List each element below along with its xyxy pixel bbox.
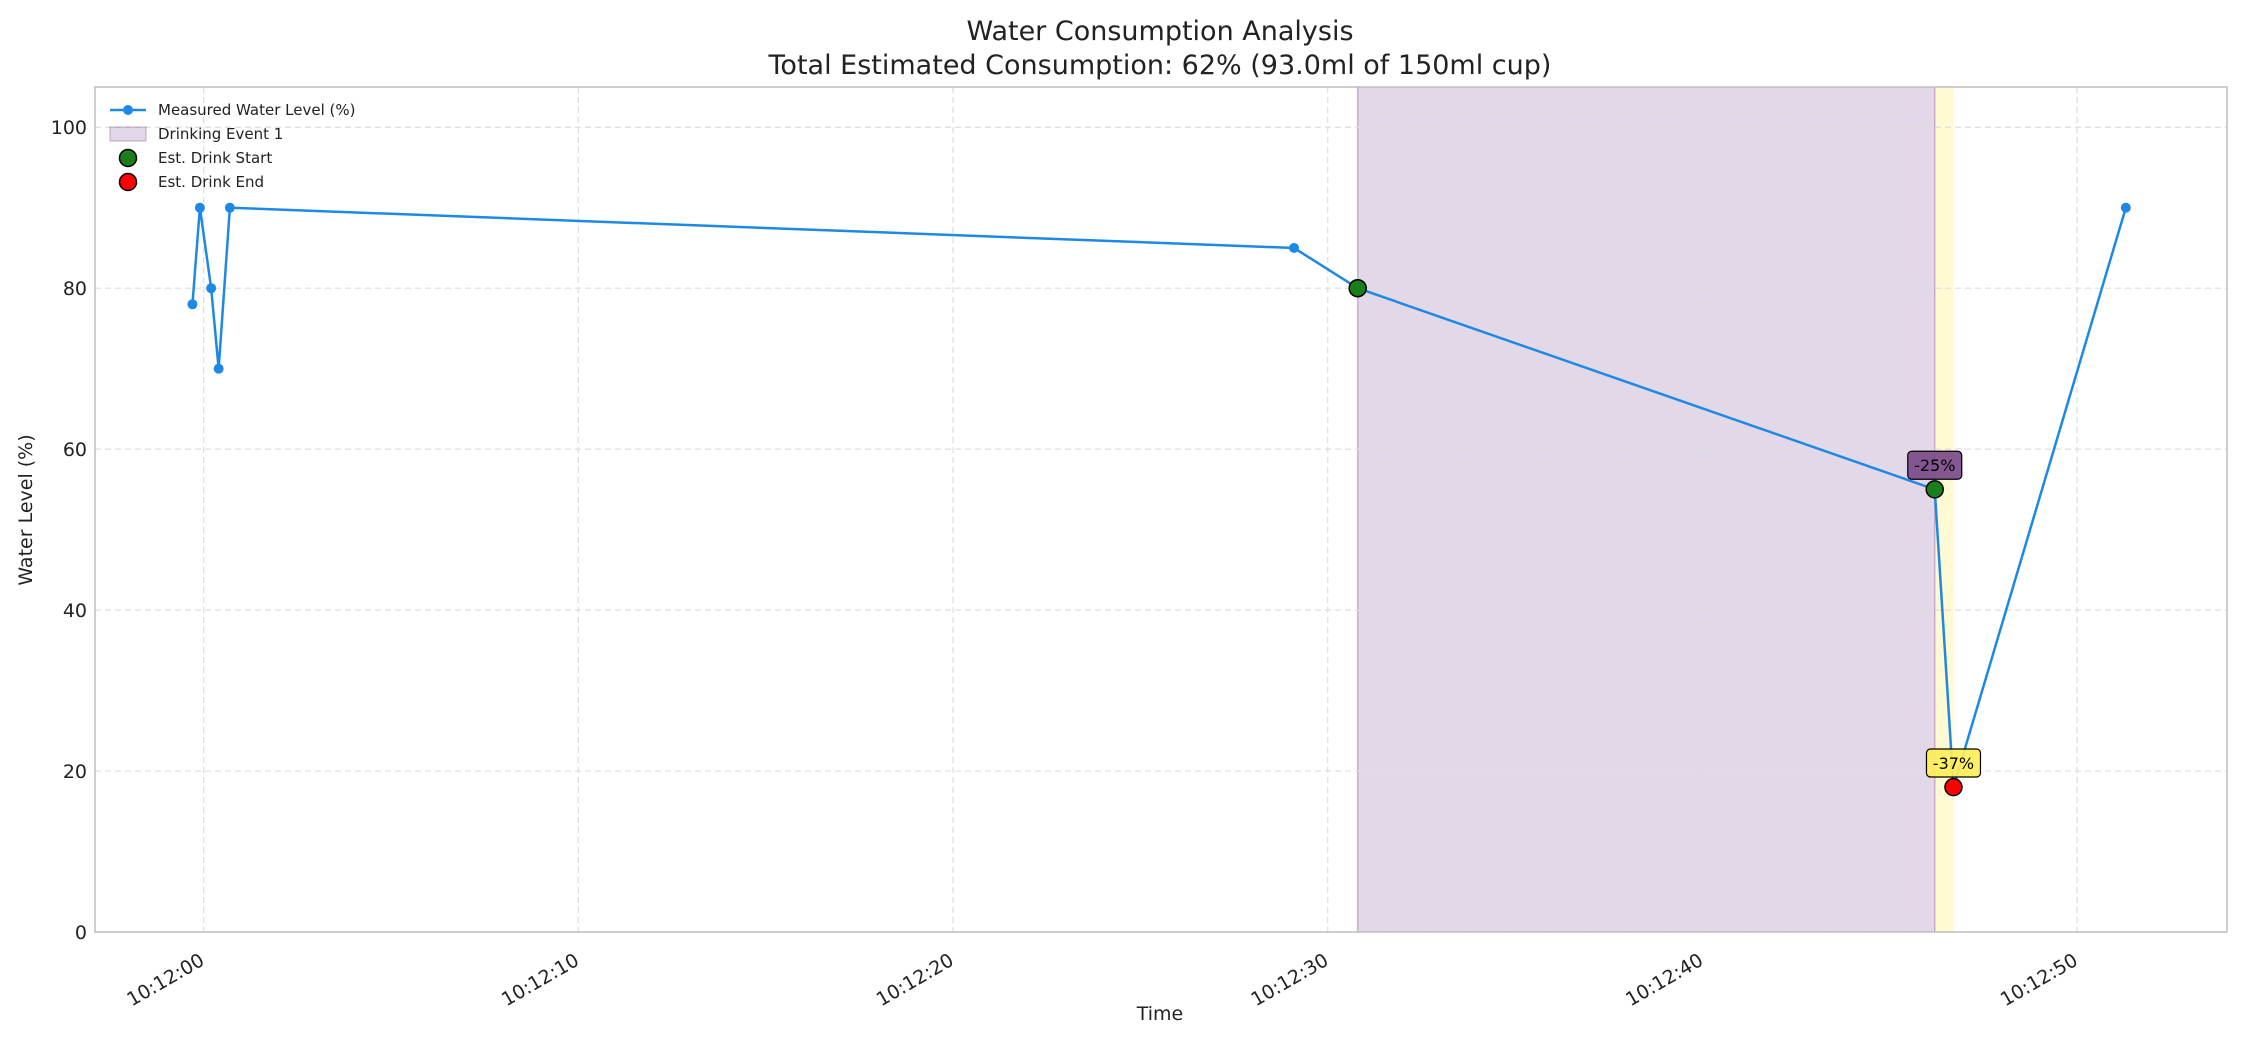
y-tick-label: 40 xyxy=(63,600,87,622)
annotations: -25% -37% xyxy=(1907,450,1982,778)
legend-swatch-point xyxy=(123,105,133,115)
chart-subtitle: Total Estimated Consumption: 62% (93.0ml… xyxy=(768,50,1552,81)
data-point xyxy=(213,363,224,374)
y-axis-label: Water Level (%) xyxy=(15,434,37,585)
data-point xyxy=(194,202,205,213)
x-tick-label: 10:12:40 xyxy=(1622,949,1707,1011)
x-tick-label: 10:12:10 xyxy=(498,949,583,1011)
annotation-label: -37% xyxy=(1933,754,1974,773)
series-line-1 xyxy=(191,206,2128,789)
y-tick-label: 80 xyxy=(63,278,87,300)
x-tick-label: 10:12:00 xyxy=(123,949,208,1011)
x-tick-label: 10:12:20 xyxy=(873,949,958,1011)
data-point xyxy=(187,299,198,310)
shaded-regions xyxy=(1356,87,1954,932)
drink-end-marker xyxy=(1944,777,1963,797)
y-tick-label: 0 xyxy=(75,922,87,944)
x-tick-label: 10:12:30 xyxy=(1247,949,1332,1011)
y-tick-label: 60 xyxy=(63,439,87,461)
data-point xyxy=(2120,202,2131,213)
annotation-label: -25% xyxy=(1914,456,1955,475)
annotation-box xyxy=(1925,748,1982,778)
x-axis-ticks: 10:12:00 10:12:10 10:12:20 10:12:30 10:12:40… xyxy=(123,949,2081,1011)
legend-label: Est. Drink Start xyxy=(158,149,272,167)
y-axis-ticks: 0 20 40 60 80 100 xyxy=(51,117,87,944)
x-axis-label: Time xyxy=(1136,1003,1184,1025)
event-markers xyxy=(1348,278,1963,797)
legend: Measured Water Level (%) Drinking Event 1… xyxy=(109,101,355,192)
shaded-region-1 xyxy=(1357,87,1935,932)
data-point xyxy=(1289,242,1300,253)
y-tick-label: 100 xyxy=(51,117,87,139)
annotation-box xyxy=(1907,450,1963,480)
data-point xyxy=(206,283,217,294)
data-point xyxy=(224,202,235,213)
drink-start-marker xyxy=(1925,480,1944,499)
x-tick-label: 10:12:50 xyxy=(1997,949,2082,1011)
chart-title: Water Consumption Analysis xyxy=(966,16,1353,47)
plot-area-frame xyxy=(94,86,2228,933)
legend-swatch-start xyxy=(118,148,138,168)
drink-start-marker xyxy=(1348,278,1367,298)
shaded-region-2 xyxy=(1934,87,1954,932)
legend-label: Drinking Event 1 xyxy=(158,125,283,143)
legend-label: Measured Water Level (%) xyxy=(158,101,355,119)
legend-label: Est. Drink End xyxy=(158,173,264,191)
legend-swatch-end xyxy=(118,172,138,192)
legend-swatch-region xyxy=(109,126,147,142)
y-tick-label: 20 xyxy=(63,761,87,783)
